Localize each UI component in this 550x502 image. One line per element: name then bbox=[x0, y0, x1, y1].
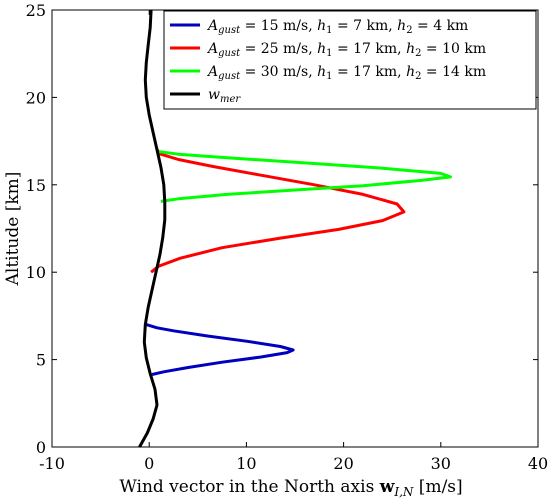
x-tick-label: 0 bbox=[144, 454, 154, 473]
series-line-1 bbox=[145, 323, 295, 376]
x-tick-label: 30 bbox=[431, 454, 451, 473]
x-axis-label-main: Wind vector in the North axis bbox=[119, 477, 379, 497]
legend-entry: Agust = 15 m/s, h1 = 7 km, h2 = 4 km bbox=[206, 18, 468, 36]
series-lines bbox=[138, 9, 452, 448]
x-axis-label: Wind vector in the North axis wI,N [m/s] bbox=[119, 477, 462, 499]
series-line-4 bbox=[138, 9, 167, 448]
y-tick-label: 20 bbox=[26, 88, 46, 107]
y-tick-label: 10 bbox=[26, 263, 46, 282]
x-tick-label: 40 bbox=[528, 454, 548, 473]
x-axis-label-subscript: I,N bbox=[393, 485, 414, 499]
series-line-2 bbox=[150, 148, 406, 274]
y-axis-label: Altitude [km] bbox=[3, 172, 23, 287]
y-tick-label: 25 bbox=[26, 1, 46, 20]
y-tick-label: 5 bbox=[36, 351, 46, 370]
legend-box bbox=[163, 10, 537, 110]
y-tick-label: 15 bbox=[26, 176, 46, 195]
axes-box bbox=[51, 9, 539, 448]
legend-entry: Agust = 30 m/s, h1 = 17 km, h2 = 14 km bbox=[206, 64, 486, 82]
x-tick-label: 20 bbox=[333, 454, 353, 473]
series-line-3 bbox=[158, 150, 452, 203]
x-axis-label-unit: [m/s] bbox=[413, 477, 462, 497]
y-tick-label: 0 bbox=[36, 438, 46, 457]
legend-entry: wmer bbox=[208, 87, 241, 105]
legend: Agust = 15 m/s, h1 = 7 km, h2 = 4 km Agus… bbox=[163, 10, 537, 110]
x-tick-label: 10 bbox=[236, 454, 256, 473]
x-axis-label-symbol: w bbox=[379, 477, 395, 497]
x-tick-label: -10 bbox=[39, 454, 65, 473]
legend-entry: Agust = 25 m/s, h1 = 17 km, h2 = 10 km bbox=[206, 41, 486, 59]
